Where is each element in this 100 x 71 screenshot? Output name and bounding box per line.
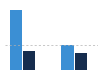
- Bar: [10, 10, 22, 70]
- Bar: [23, 51, 36, 70]
- Bar: [75, 53, 87, 70]
- Bar: [61, 45, 74, 70]
